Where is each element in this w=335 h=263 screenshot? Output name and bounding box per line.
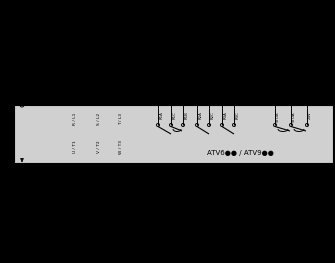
Text: R3C: R3C [235,111,239,119]
Text: R1A: R1A [159,111,163,119]
Circle shape [117,180,119,182]
Text: M: M [91,218,99,226]
Text: STOB: STOB [276,111,280,122]
Text: R / L1: R / L1 [73,113,77,125]
Bar [14,105,333,163]
Text: W1: W1 [73,185,77,191]
Text: V / T2: V / T2 [96,140,100,153]
Text: 3~: 3~ [91,229,99,234]
Text: U / T1: U / T1 [73,140,77,153]
Circle shape [71,180,73,182]
Text: W / T3: W / T3 [120,140,124,154]
Text: ATV6●● / ATV9●●: ATV6●● / ATV9●● [207,150,273,156]
Text: t3: t3 [169,88,174,93]
Text: R1B: R1B [184,111,188,119]
Text: R2C: R2C [210,111,214,119]
Text: STOA: STOA [292,111,296,122]
Text: R3A: R3A [223,111,227,119]
Text: U1: U1 [120,185,124,190]
Text: 24V: 24V [308,111,312,119]
Text: Qf: Qf [24,175,29,180]
Circle shape [94,180,96,182]
Text: V1: V1 [96,185,100,190]
Text: S / L2: S / L2 [96,113,100,125]
Text: R1C: R1C [172,111,176,119]
Text: R2A: R2A [198,111,202,119]
Text: A1: A1 [4,107,12,112]
Text: T / L3: T / L3 [120,113,124,125]
